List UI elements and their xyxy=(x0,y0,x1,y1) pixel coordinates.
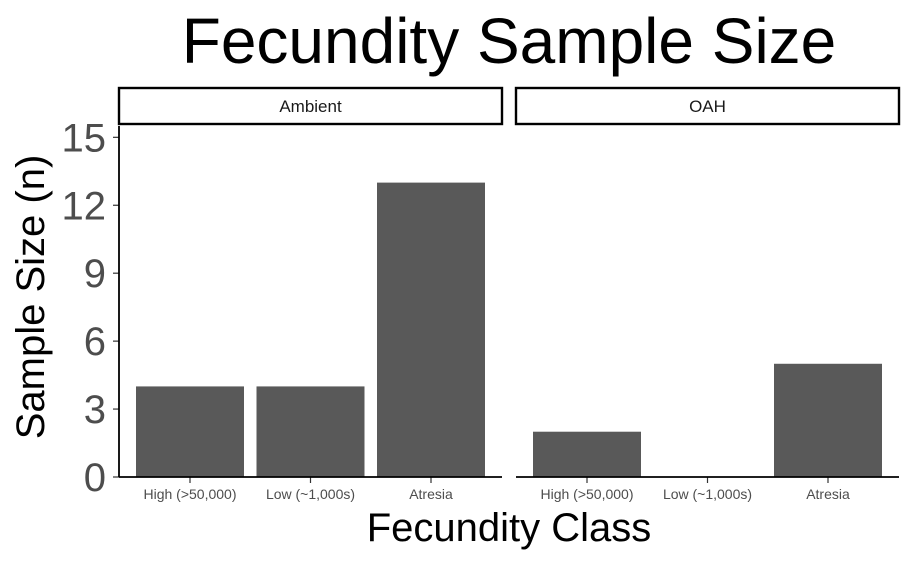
facet-strip-label: Ambient xyxy=(279,97,342,116)
chart-title: Fecundity Sample Size xyxy=(182,5,837,77)
bar-ambient-2 xyxy=(377,182,485,477)
x-tick-label: High (>50,000) xyxy=(540,486,633,502)
bar-oah-2 xyxy=(774,363,882,477)
bar-ambient-1 xyxy=(256,386,365,477)
x-tick-label: Low (~1,000s) xyxy=(663,486,752,502)
panel-ambient: Ambient High (>50,000) Low (~1,000s) Atresi… xyxy=(117,86,504,502)
bar-ambient-0 xyxy=(136,386,244,477)
x-axis-title: Fecundity Class xyxy=(367,506,652,550)
facet-strip-label: OAH xyxy=(689,97,726,116)
facet-strip xyxy=(117,86,504,126)
x-tick-label: Atresia xyxy=(409,486,453,502)
y-tick-label: 12 xyxy=(62,184,107,228)
y-tick-label: 0 xyxy=(84,456,106,500)
x-tick-label: High (>50,000) xyxy=(143,486,236,502)
y-tick-label: 9 xyxy=(84,252,106,296)
y-tick-label: 3 xyxy=(84,388,106,432)
y-axis-title: Sample Size (n) xyxy=(9,155,53,440)
x-tick-label: Low (~1,000s) xyxy=(266,486,355,502)
facet-panels: Ambient High (>50,000) Low (~1,000s) Atresi… xyxy=(117,86,901,502)
y-axis: 0 3 6 9 12 15 xyxy=(62,116,119,500)
x-tick-label: Atresia xyxy=(806,486,850,502)
y-tick-label: 15 xyxy=(62,116,107,160)
y-tick-label: 6 xyxy=(84,320,106,364)
panel-oah: OAH High (>50,000) Low (~1,000s) Atresia xyxy=(514,86,901,502)
facet-strip xyxy=(514,86,901,126)
bar-oah-0 xyxy=(533,431,641,477)
